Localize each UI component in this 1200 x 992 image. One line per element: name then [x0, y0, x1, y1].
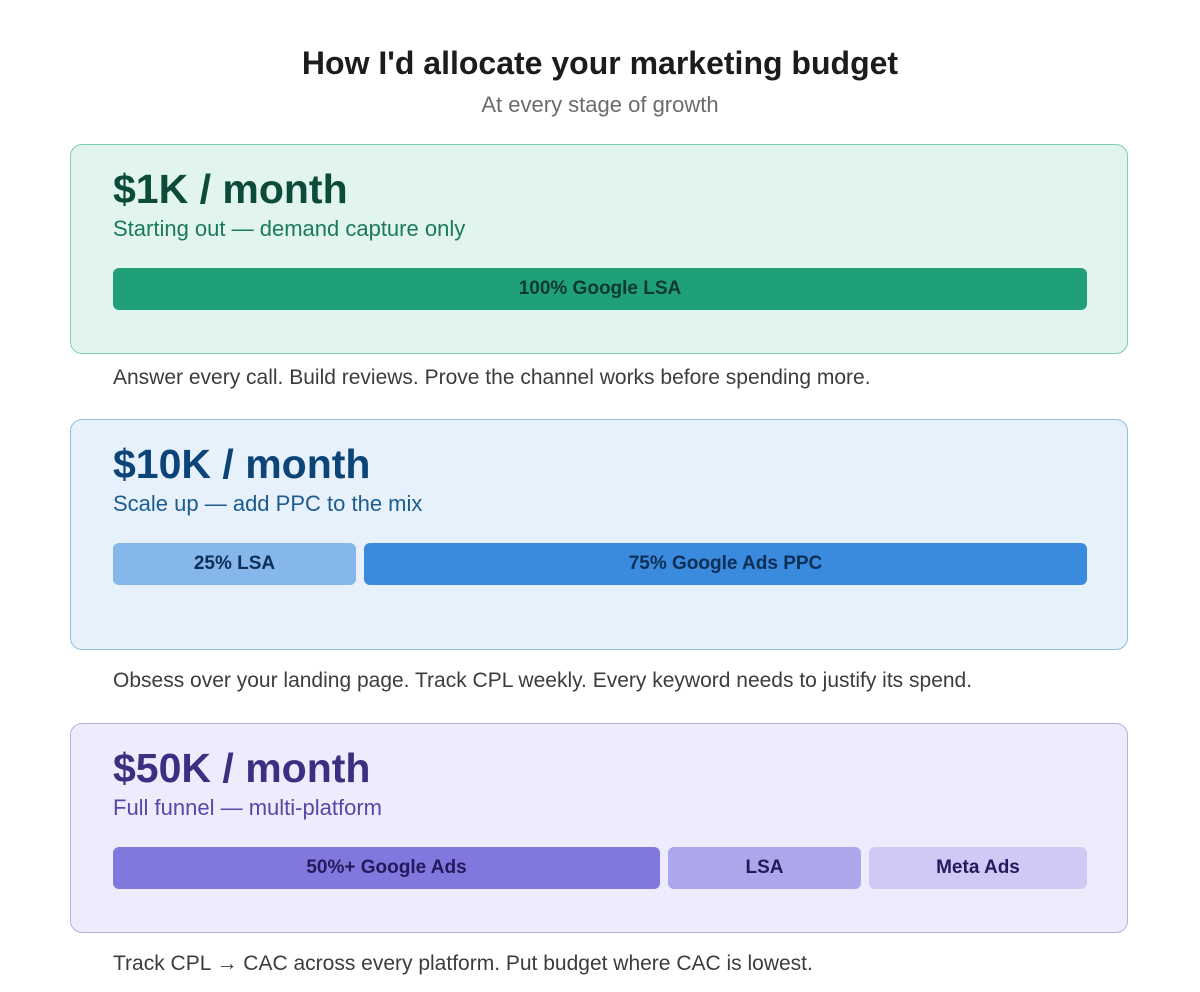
- stage-note-10k: Obsess over your landing page. Track CPL…: [113, 669, 973, 692]
- segment-google-ads: 50%+ Google Ads: [113, 847, 660, 889]
- segment-lsa: LSA: [668, 847, 861, 889]
- stage-budget-title: $1K / month: [113, 166, 348, 212]
- segment-meta-ads: Meta Ads: [869, 847, 1087, 889]
- stage-note-50k: Track CPL → CAC across every platform. P…: [113, 952, 813, 975]
- stage-description: Starting out — demand capture only: [113, 216, 466, 241]
- stage-budget-title: $10K / month: [113, 441, 371, 487]
- allocation-bar: 25% LSA 75% Google Ads PPC: [113, 543, 1087, 585]
- page-title: How I'd allocate your marketing budget: [301, 45, 899, 81]
- segment-google-lsa: 100% Google LSA: [113, 268, 1087, 310]
- stage-description: Scale up — add PPC to the mix: [113, 491, 423, 516]
- stage-description: Full funnel — multi-platform: [113, 795, 382, 820]
- stage-card-10k: $10K / month Scale up — add PPC to the m…: [70, 419, 1128, 650]
- segment-lsa: 25% LSA: [113, 543, 356, 585]
- stage-card-1k: $1K / month Starting out — demand captur…: [70, 144, 1128, 354]
- allocation-bar: 100% Google LSA: [113, 268, 1087, 310]
- allocation-bar: 50%+ Google Ads LSA Meta Ads: [113, 847, 1087, 889]
- stage-card-50k: $50K / month Full funnel — multi-platfor…: [70, 723, 1128, 933]
- stage-note-1k: Answer every call. Build reviews. Prove …: [113, 366, 871, 389]
- segment-google-ads-ppc: 75% Google Ads PPC: [364, 543, 1087, 585]
- stage-budget-title: $50K / month: [113, 745, 371, 791]
- page-subtitle: At every stage of growth: [481, 92, 719, 117]
